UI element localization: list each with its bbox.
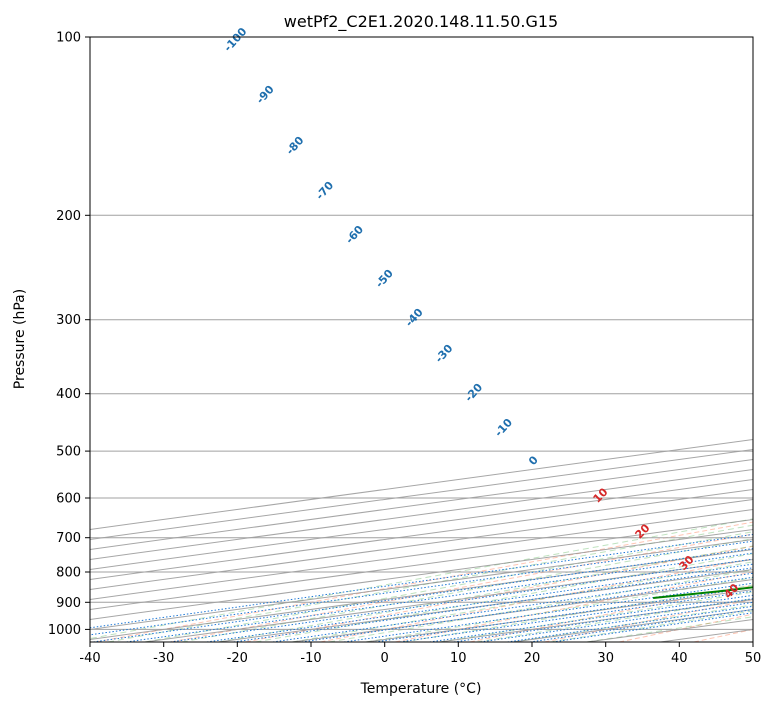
x-tick-label: 0 (381, 651, 389, 666)
isotherm-line (90, 518, 753, 610)
mixing-ratio-line (90, 533, 753, 629)
y-tick-label: 100 (56, 31, 81, 46)
moist-adiabat-line (181, 538, 753, 642)
y-tick-label: 400 (56, 387, 81, 402)
y-tick-label: 200 (56, 209, 81, 224)
mixing-ratio-line (126, 552, 753, 642)
isotherm-line (90, 478, 753, 570)
x-tick-label: -30 (153, 651, 174, 666)
x-tick-label: -20 (227, 651, 248, 666)
mixing-ratio-line (552, 612, 753, 642)
dry-adiabat-line (395, 571, 753, 642)
y-tick-label: 300 (56, 313, 81, 328)
mixing-ratio-line (233, 567, 753, 642)
x-tick-label: 10 (450, 651, 467, 666)
y-tick-label: 600 (56, 492, 81, 507)
y-axis-label: Pressure (hPa) (12, 289, 28, 389)
x-axis-label: Temperature (°C) (360, 681, 482, 697)
mixing-ratio-line (343, 582, 753, 642)
isotherm-line (90, 458, 753, 550)
moist-adiabat-line (402, 584, 753, 642)
x-tick-label: -40 (79, 651, 100, 666)
y-tick-label: 1000 (48, 623, 81, 638)
isotherm-line (90, 508, 753, 600)
plot-frame (89, 36, 754, 643)
isotherm-line (90, 488, 753, 580)
background-lines (90, 37, 753, 642)
mixing-ratio-line (90, 540, 753, 636)
x-tick-label: -10 (300, 651, 321, 666)
mixing-ratio-line (301, 576, 753, 642)
inline-labels: 0.10.20.40.611.52346810131620253036-100-… (221, 25, 741, 601)
x-tick-label: 20 (524, 651, 541, 666)
x-tick-label: 30 (597, 651, 614, 666)
y-tick-label: 900 (56, 596, 81, 611)
moist-adiabat-line (218, 545, 753, 642)
isotherm-line (90, 498, 753, 590)
chart-title: wetPf2_C2E1.2020.148.11.50.G15 (284, 12, 558, 32)
y-tick-label: 700 (56, 531, 81, 546)
x-tick-label: 50 (745, 651, 762, 666)
moist-adiabat-line (328, 569, 753, 642)
x-tick-label: 40 (671, 651, 688, 666)
isotherm-line (90, 538, 753, 630)
dry-adiabat-line (320, 558, 753, 642)
y-tick-label: 800 (56, 566, 81, 581)
x-axis-ticks: -40 -30 -20 -10 0 10 20 30 40 50 (79, 642, 761, 666)
y-axis-ticks: 100 200 300 400 500 600 700 800 900 1000 (48, 31, 90, 638)
isotherm-line (90, 468, 753, 560)
dry-adiabat-line (170, 533, 753, 642)
y-tick-label: 500 (56, 445, 81, 460)
isotherm-line (90, 528, 753, 620)
mixing-ratio-line (272, 572, 753, 642)
